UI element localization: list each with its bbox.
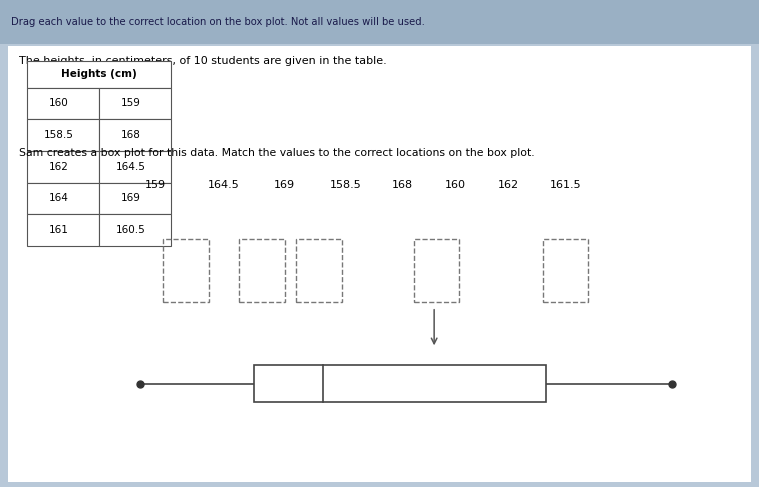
Text: 160: 160 [49,98,69,109]
Text: 162: 162 [49,162,69,172]
Bar [296,239,342,302]
Text: 168: 168 [121,130,141,140]
Text: 161: 161 [49,225,69,235]
Text: 160: 160 [445,180,466,190]
FancyBboxPatch shape [8,46,751,482]
Bar [254,365,546,402]
Text: 162: 162 [498,180,519,190]
Bar [163,239,209,302]
Text: 168: 168 [392,180,413,190]
Bar [99,183,171,214]
Text: 164.5: 164.5 [116,162,146,172]
Text: 161.5: 161.5 [550,180,581,190]
Bar [27,151,99,183]
Text: 160.5: 160.5 [116,225,146,235]
Bar [27,183,99,214]
Text: 158.5: 158.5 [329,180,361,190]
Bar [99,119,171,151]
Bar [0,0,759,44]
Bar [543,239,588,302]
Bar [27,61,171,88]
Bar [27,214,99,246]
Bar [99,214,171,246]
Bar [239,239,285,302]
Bar [414,239,459,302]
Text: 159: 159 [145,180,166,190]
Text: 164.5: 164.5 [208,180,240,190]
Bar [27,119,99,151]
Text: Sam creates a box plot for this data. Match the values to the correct locations : Sam creates a box plot for this data. Ma… [19,149,534,158]
Bar [99,151,171,183]
Text: 169: 169 [121,193,141,204]
Text: The heights, in centimeters, of 10 students are given in the table.: The heights, in centimeters, of 10 stude… [19,56,387,66]
Text: 159: 159 [121,98,141,109]
Text: 164: 164 [49,193,69,204]
Text: Drag each value to the correct location on the box plot. Not all values will be : Drag each value to the correct location … [11,17,425,27]
Text: Heights (cm): Heights (cm) [61,69,137,79]
Text: 158.5: 158.5 [44,130,74,140]
Bar [27,88,99,119]
Bar [99,88,171,119]
Text: 169: 169 [274,180,295,190]
